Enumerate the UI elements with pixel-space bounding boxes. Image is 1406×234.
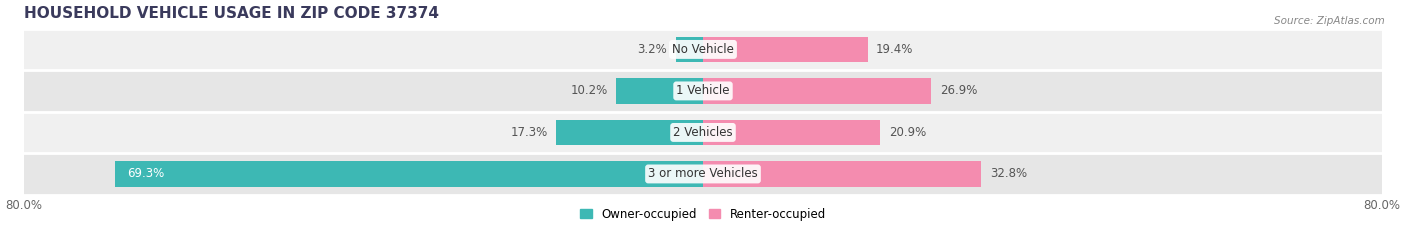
Bar [24, 70, 1382, 112]
Text: 3.2%: 3.2% [637, 43, 668, 56]
Text: 3 or more Vehicles: 3 or more Vehicles [648, 168, 758, 180]
Text: 19.4%: 19.4% [876, 43, 914, 56]
Bar [24, 153, 1382, 195]
Text: No Vehicle: No Vehicle [672, 43, 734, 56]
Bar [616, 78, 703, 104]
Legend: Owner-occupied, Renter-occupied: Owner-occupied, Renter-occupied [575, 203, 831, 225]
Bar [703, 120, 880, 145]
Bar [703, 161, 981, 187]
Bar [676, 37, 703, 62]
Bar [557, 120, 703, 145]
Bar [703, 78, 931, 104]
Bar [24, 29, 1382, 70]
Text: 10.2%: 10.2% [571, 84, 607, 97]
Text: 1 Vehicle: 1 Vehicle [676, 84, 730, 97]
Bar [24, 112, 1382, 153]
Bar [115, 161, 703, 187]
Bar [703, 37, 868, 62]
Text: 20.9%: 20.9% [889, 126, 927, 139]
Text: Source: ZipAtlas.com: Source: ZipAtlas.com [1274, 16, 1385, 26]
Text: 2 Vehicles: 2 Vehicles [673, 126, 733, 139]
Text: HOUSEHOLD VEHICLE USAGE IN ZIP CODE 37374: HOUSEHOLD VEHICLE USAGE IN ZIP CODE 3737… [24, 6, 439, 21]
Text: 17.3%: 17.3% [510, 126, 548, 139]
Text: 26.9%: 26.9% [939, 84, 977, 97]
Text: 69.3%: 69.3% [128, 168, 165, 180]
Text: 32.8%: 32.8% [990, 168, 1026, 180]
